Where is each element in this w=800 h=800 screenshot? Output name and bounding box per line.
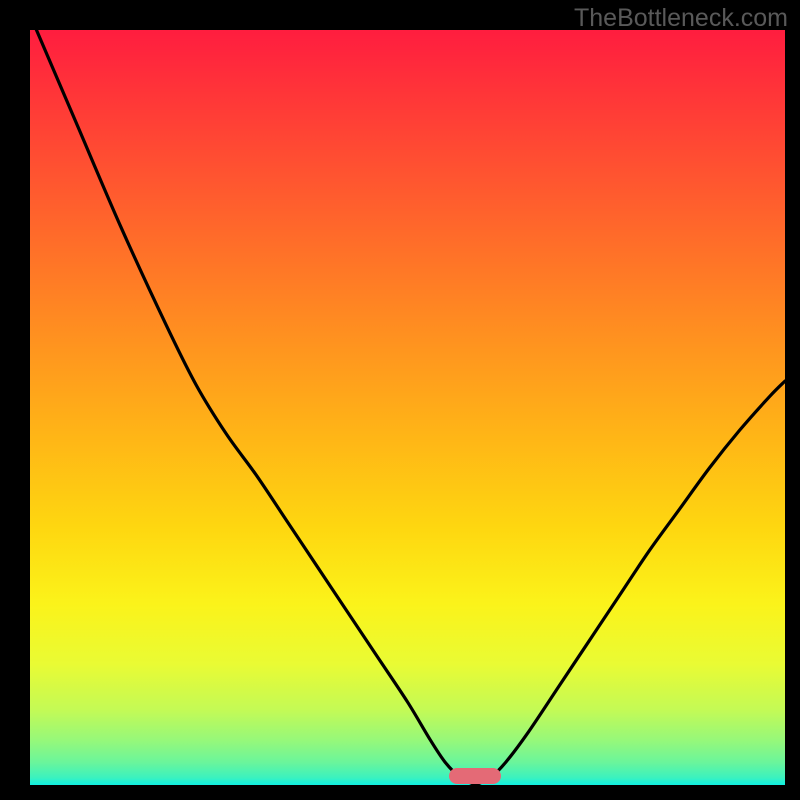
chart-container: TheBottleneck.com [0,0,800,800]
optimal-marker [449,768,501,784]
watermark-text: TheBottleneck.com [574,4,788,33]
chart-plot-area [30,30,785,785]
